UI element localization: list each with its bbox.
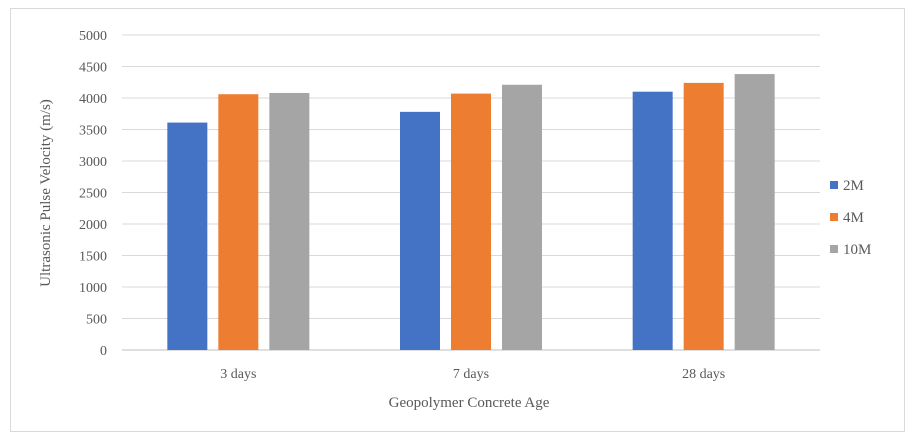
y-tick-label: 3000 <box>79 155 107 170</box>
legend-label-10m: 10M <box>843 242 871 258</box>
legend-swatch-10m <box>830 245 838 253</box>
bar-10m-7-days <box>502 84 542 351</box>
x-tick-label: 7 days <box>453 367 489 382</box>
y-tick-label: 500 <box>86 313 107 328</box>
legend-label-2m: 2M <box>843 178 864 194</box>
y-axis-title: Ultrasonic Pulse Velocity (m/s) <box>38 99 54 287</box>
bar-2m-7-days <box>400 111 440 350</box>
y-tick-label: 3500 <box>79 124 107 139</box>
x-axis-title: Geopolymer Concrete Age <box>389 395 550 411</box>
bar-2m-3-days <box>167 122 208 350</box>
y-tick-label: 4500 <box>79 61 107 76</box>
legend-swatch-4m <box>830 213 838 221</box>
y-tick-labels: 0 500 1000 1500 2000 2500 3000 3500 4000 4500 5000 <box>79 29 107 359</box>
bar-2m-28-days <box>632 91 673 350</box>
bar-10m-28-days <box>734 74 775 350</box>
bar-4m-7-days <box>451 93 491 350</box>
y-tick-label: 2000 <box>79 218 107 233</box>
legend: 2M 4M 10M <box>830 178 871 258</box>
y-tick-label: 2500 <box>79 187 107 202</box>
bar-4m-3-days <box>218 94 259 350</box>
bars <box>167 74 775 351</box>
bar-10m-3-days <box>269 92 310 351</box>
legend-swatch-2m <box>830 181 838 189</box>
y-tick-label: 1500 <box>79 250 107 265</box>
y-tick-label: 4000 <box>79 92 107 107</box>
y-tick-label: 5000 <box>79 29 107 44</box>
x-tick-label: 28 days <box>682 367 725 382</box>
legend-label-4m: 4M <box>843 210 864 226</box>
x-tick-label: 3 days <box>220 367 256 382</box>
bar-4m-28-days <box>683 82 724 350</box>
y-tick-label: 1000 <box>79 281 107 296</box>
y-tick-label: 0 <box>100 344 107 359</box>
x-tick-labels: 3 days 7 days 28 days <box>220 367 725 382</box>
